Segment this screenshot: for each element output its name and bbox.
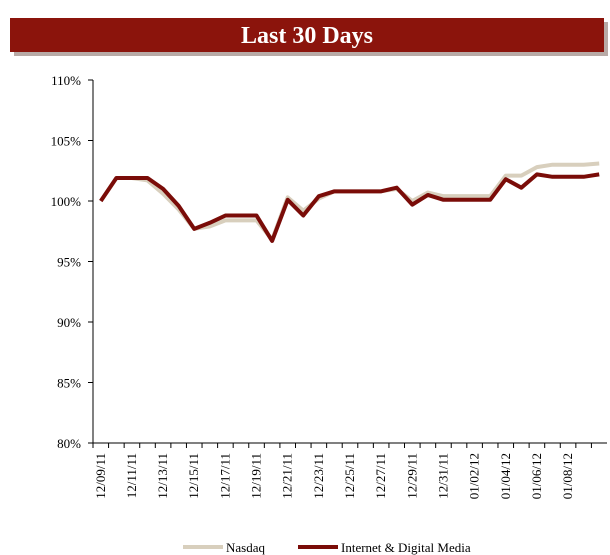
y-tick-label: 90%	[57, 315, 81, 330]
x-tick-label: 01/06/12	[529, 453, 544, 499]
x-tick-label: 12/23/11	[311, 453, 326, 499]
x-tick-label: 12/25/11	[342, 453, 357, 499]
line	[99, 172, 600, 243]
legend-label: Internet & Digital Media	[341, 540, 471, 555]
chart-title: Last 30 Days	[241, 23, 373, 49]
legend-label: Nasdaq	[226, 540, 265, 555]
x-tick-label: 12/21/11	[280, 453, 295, 499]
title-bar	[10, 18, 604, 52]
x-tick-label: 01/02/12	[467, 453, 482, 499]
y-tick-label: 85%	[57, 376, 81, 391]
x-tick-label: 12/13/11	[155, 453, 170, 499]
x-tick-label: 12/31/11	[435, 453, 450, 499]
x-tick-label: 12/27/11	[373, 453, 388, 499]
x-tick-label: 12/17/11	[217, 453, 232, 499]
y-tick-label: 105%	[51, 134, 82, 149]
x-tick-label: 12/19/11	[249, 453, 264, 499]
x-tick-label: 12/11/11	[124, 453, 139, 498]
y-tick-label: 95%	[57, 255, 81, 270]
x-tick-label: 01/04/12	[498, 453, 513, 499]
y-tick-label: 110%	[51, 73, 81, 88]
x-tick-label: 12/29/11	[404, 453, 419, 499]
x-tick-label: 12/09/11	[93, 453, 108, 499]
y-tick-label: 100%	[51, 194, 82, 209]
x-tick-label: 01/08/12	[560, 453, 575, 499]
y-tick-label: 80%	[57, 436, 81, 451]
x-tick-label: 12/15/11	[186, 453, 201, 499]
